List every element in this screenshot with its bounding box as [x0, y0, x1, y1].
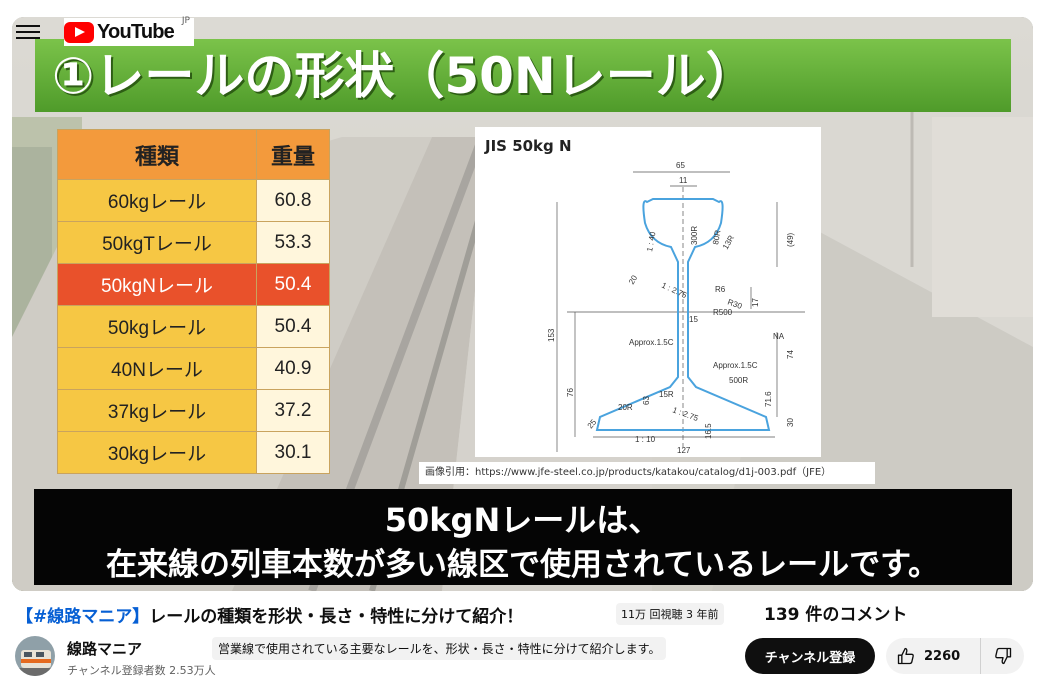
rail-weight-cell: 40.9	[256, 347, 330, 390]
youtube-play-icon	[64, 21, 94, 43]
diagram-title: JIS 50kg N	[485, 137, 572, 155]
table-row: 37kgレール 37.2	[57, 389, 330, 432]
dim-r20-head: 20	[627, 273, 640, 286]
dim-h716: 71.6	[764, 391, 773, 407]
train-avatar-icon	[15, 636, 55, 676]
logo-text: YouTube	[97, 20, 175, 43]
channel-name[interactable]: 線路マニア	[67, 640, 143, 658]
table-row: 50kgTレール 53.3	[57, 221, 330, 264]
table-row-highlighted: 50kgNレール 50.4	[57, 263, 330, 306]
rail-weight-cell: 37.2	[256, 389, 330, 432]
rail-type-cell: 50kgTレール	[57, 221, 257, 264]
dim-h30: 30	[786, 418, 795, 427]
dim-top-width: 65	[676, 161, 685, 170]
channel-avatar[interactable]	[15, 636, 55, 676]
subscriber-count: チャンネル登録者数 2.53万人	[67, 664, 216, 677]
rail-weight-cell: 50.4	[256, 305, 330, 348]
rail-profile-drawing: 65 11 300R 80R 13R 1 : 40 (49) 20 1 : 2.…	[547, 161, 805, 455]
table-row: 40Nレール 40.9	[57, 347, 330, 390]
rail-cross-section-diagram: JIS 50kg N 65 11 300R 80R 13	[475, 127, 821, 457]
video-title-text: レールの種類を形状・長さ・特性に分けて紹介！	[149, 607, 524, 627]
dim-slope-head: 1 : 40	[645, 231, 657, 253]
dim-r13: 13R	[721, 234, 736, 251]
dim-r15: 15R	[659, 390, 674, 399]
rail-weight-cell: 60.8	[256, 179, 330, 222]
rail-weight-cell: 50.4	[256, 263, 330, 306]
slide-title: ①レールの形状（50Nレール）	[52, 47, 756, 105]
dim-h63: 63	[642, 396, 651, 405]
table-row: 60kgレール 60.8	[57, 179, 330, 222]
image-citation: 画像引用：https://www.jfe-steel.co.jp/product…	[419, 462, 875, 484]
dim-slope-base: 1 : 2.75	[671, 405, 700, 423]
table-row: 50kgレール 50.4	[57, 305, 330, 348]
youtube-logo[interactable]: YouTube JP	[64, 16, 194, 46]
hamburger-menu-icon[interactable]	[16, 22, 40, 42]
dim-r6: R6	[715, 285, 726, 294]
hashtag-link[interactable]: 【#線路マニア】	[16, 607, 150, 627]
dim-approx-left: Approx.1.5C	[629, 338, 674, 347]
dislike-button[interactable]	[981, 638, 1024, 674]
rail-weight-cell: 53.3	[256, 221, 330, 264]
thumbs-down-icon	[994, 647, 1011, 665]
upload-age: 3 年前	[686, 608, 719, 621]
subtitle-box	[34, 489, 1012, 585]
view-count: 11万 回視聴	[621, 608, 683, 621]
thumbs-up-icon	[897, 647, 914, 665]
dim-na: NA	[773, 332, 785, 341]
dim-r500: R500	[713, 308, 733, 317]
video-description[interactable]: 営業線で使用されている主要なレールを、形状・長さ・特性に分けて紹介します。	[212, 637, 667, 660]
dim-r20: 20R	[618, 403, 633, 412]
table-header-weight: 重量	[256, 129, 330, 180]
dim-base-slope: 1 : 10	[635, 435, 656, 444]
view-meta[interactable]: 11万 回視聴 3 年前	[616, 603, 724, 625]
dim-total-height: 153	[547, 328, 556, 342]
comment-count[interactable]: 139 件のコメント	[764, 605, 908, 625]
dim-h74: 74	[786, 350, 795, 359]
dim-height-49: (49)	[786, 232, 795, 247]
like-count: 2260	[924, 648, 961, 664]
region-code: JP	[181, 16, 190, 26]
rail-type-cell: 60kgレール	[57, 179, 257, 222]
slide-title-band	[35, 39, 1011, 112]
video-player[interactable]: ①レールの形状（50Nレール） 種類 重量 60kgレール 60.8 50kgTレ…	[12, 17, 1033, 591]
subtitle-line-2: 在来線の列車本数が多い線区で使用されているレールです。	[106, 547, 939, 583]
dim-r80: 80R	[711, 229, 722, 245]
dim-r500b: 500R	[729, 376, 748, 385]
rail-weight-table: 種類 重量 60kgレール 60.8 50kgTレール 53.3 50kgNレール 5…	[57, 129, 330, 474]
rail-type-cell: 50kgNレール	[57, 263, 257, 306]
rail-weight-cell: 30.1	[256, 431, 330, 474]
dim-base-width: 127	[677, 446, 691, 455]
dim-17: 17	[751, 298, 760, 307]
video-title: 【#線路マニア】レールの種類を形状・長さ・特性に分けて紹介！	[16, 602, 523, 627]
like-dislike-group: 2260	[886, 638, 1024, 674]
dim-h76: 76	[566, 388, 575, 397]
rail-type-cell: 30kgレール	[57, 431, 257, 474]
dim-r300: 300R	[690, 226, 699, 245]
subscribe-button[interactable]: チャンネル登録	[745, 638, 875, 674]
rail-type-cell: 37kgレール	[57, 389, 257, 432]
dim-head-inner: 11	[679, 176, 688, 185]
rail-type-cell: 40Nレール	[57, 347, 257, 390]
rail-type-cell: 50kgレール	[57, 305, 257, 348]
dim-h165: 16.5	[704, 423, 713, 439]
subtitle-line-1: 50kgNレールは、	[384, 501, 661, 539]
dim-approx-right: Approx.1.5C	[713, 361, 758, 370]
like-button[interactable]: 2260	[886, 638, 982, 674]
dim-slope-mid: 1 : 2.75	[660, 281, 688, 301]
dim-web: 15	[689, 315, 698, 324]
table-header-type: 種類	[57, 129, 257, 180]
table-row: 30kgレール 30.1	[57, 431, 330, 474]
